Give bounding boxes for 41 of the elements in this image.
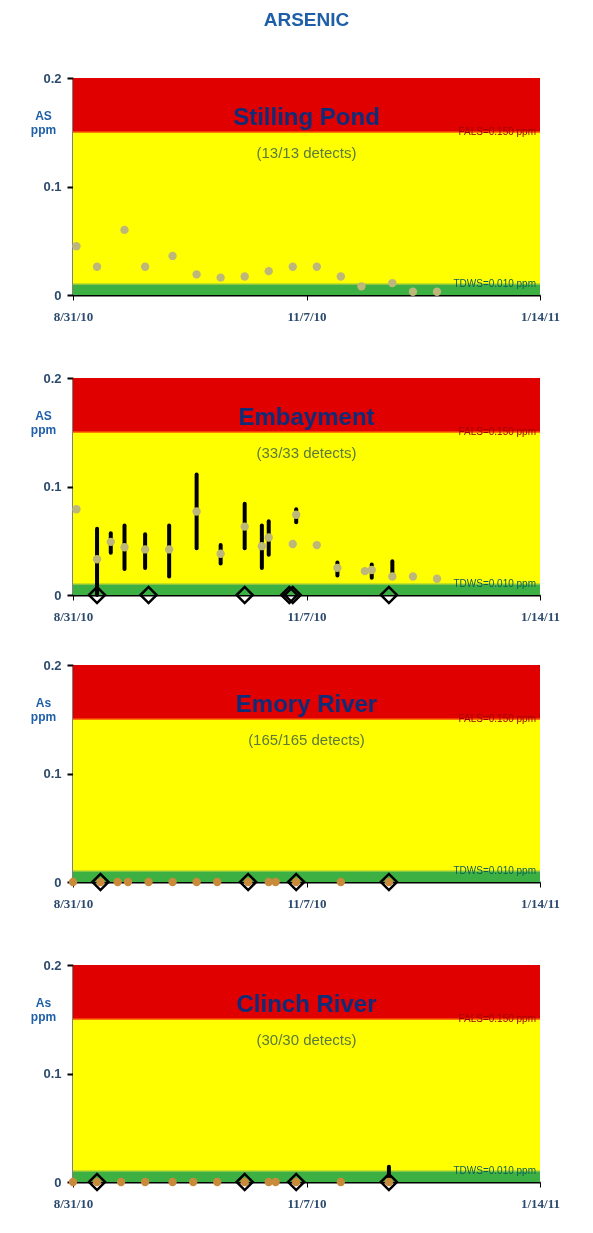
- text: Emory River: [235, 690, 378, 717]
- text: (13/13 detects): [256, 144, 357, 161]
- y-tick-label: 0.2: [43, 70, 62, 86]
- x-tick-label: 11/7/10: [287, 608, 327, 624]
- y-tick-label: 0.1: [43, 179, 62, 194]
- ref-line-label: FALS=0.150 ppm: [458, 126, 536, 138]
- x-tick-label: 8/31/10: [53, 608, 94, 624]
- text: (165/165 detects): [248, 731, 365, 748]
- y-axis-title: As ppm: [30, 995, 57, 1024]
- y-tick-label: 0.2: [43, 657, 62, 673]
- x-tick-label: 1/14/11: [520, 308, 561, 324]
- text: Stilling Pond: [233, 103, 380, 130]
- y-tick-label: 0.2: [43, 957, 62, 973]
- y-tick-label: 0: [54, 874, 62, 890]
- y-axis-title: As ppm: [30, 695, 57, 724]
- x-tick-label: 11/7/10: [287, 308, 327, 324]
- y-tick-label: 0: [54, 587, 62, 603]
- text: Clinch River: [236, 990, 377, 1017]
- ref-line-label: FALS=0.150 ppm: [458, 426, 536, 438]
- text: (33/33 detects): [256, 444, 357, 461]
- x-tick-label: 1/14/11: [520, 895, 561, 911]
- x-tick-label: 11/7/10: [287, 895, 327, 911]
- y-axis-title: AS ppm: [30, 108, 57, 137]
- x-tick-label: 8/31/10: [53, 895, 94, 911]
- y-axis-title: AS ppm: [30, 408, 57, 437]
- y-tick-label: 0.1: [43, 1066, 62, 1081]
- text: (30/30 detects): [256, 1031, 357, 1048]
- ref-line-label: FALS=0.150 ppm: [458, 713, 536, 725]
- y-tick-label: 0: [54, 1174, 62, 1190]
- x-tick-label: 1/14/11: [520, 1195, 561, 1211]
- y-tick-label: 0: [54, 287, 62, 303]
- x-tick-label: 8/31/10: [53, 308, 94, 324]
- text: Embayment: [238, 403, 375, 430]
- ref-line-label: FALS=0.150 ppm: [458, 1013, 536, 1025]
- x-tick-label: 1/14/11: [520, 608, 561, 624]
- y-tick-label: 0.1: [43, 766, 62, 781]
- y-tick-label: 0.2: [43, 370, 62, 386]
- x-tick-label: 8/31/10: [53, 1195, 94, 1211]
- y-tick-label: 0.1: [43, 479, 62, 494]
- x-tick-label: 11/7/10: [287, 1195, 327, 1211]
- text: ARSENIC: [263, 9, 350, 30]
